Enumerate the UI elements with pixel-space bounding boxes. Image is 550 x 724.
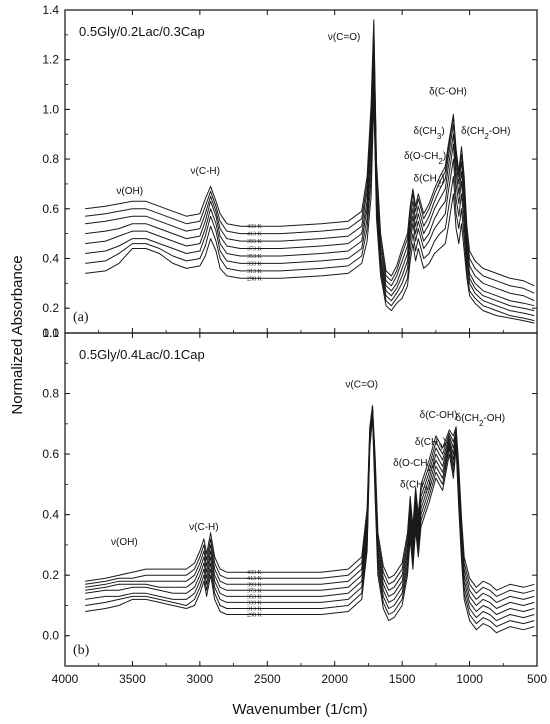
y-tick-label: 0.2 <box>42 568 59 582</box>
x-axis-label: Wavenumber (1/cm) <box>232 701 367 718</box>
y-tick-label: 0.1 <box>42 326 59 340</box>
peak-annotation: δ(CH2) <box>400 479 431 494</box>
y-axis-label: Normalized Absorbance <box>9 255 26 414</box>
peak-annotation: δ(O-CH2) <box>393 458 435 473</box>
y-tick-label: 0.6 <box>42 202 59 216</box>
series-line-413-K <box>85 24 535 294</box>
temperature-label: 333 K <box>247 261 262 267</box>
series-line-433-K <box>85 405 535 591</box>
peak-annotation: δ(C-OH) <box>429 86 467 97</box>
panel-title: 0.5Gly/0.2Lac/0.3Cap <box>79 24 205 39</box>
x-tick-label: 1000 <box>456 672 483 686</box>
temperature-label: 393 K <box>247 239 262 245</box>
y-tick-label: 1.0 <box>42 102 59 116</box>
x-tick-label: 1500 <box>389 672 416 686</box>
panel-label: (a) <box>73 310 89 325</box>
peak-annotation: δ(O-CH2) <box>404 151 446 166</box>
series-line-298-K <box>85 98 535 324</box>
series-line-353-K <box>85 54 535 312</box>
y-tick-label: 0.8 <box>42 152 59 166</box>
y-tick-label: 0.6 <box>42 447 59 461</box>
y-tick-label: 0.2 <box>42 301 59 315</box>
temperature-label: 298 K <box>247 613 262 619</box>
x-tick-label: 4000 <box>52 672 79 686</box>
x-tick-label: 2500 <box>254 672 281 686</box>
temperature-label: 353 K <box>247 254 262 260</box>
peak-annotation: ν(C-H) <box>191 166 220 177</box>
peak-annotation: δ(CH3) <box>415 437 446 452</box>
temperature-label: 373 K <box>247 247 262 253</box>
peak-annotation: ν(C-H) <box>189 522 218 533</box>
temperature-label: 433 K <box>247 570 262 576</box>
series-line-433-K <box>85 19 535 287</box>
peak-annotation: ν(C=O) <box>345 379 378 390</box>
peak-annotation: δ(CH2-OH) <box>456 413 505 428</box>
x-tick-label: 3000 <box>187 672 214 686</box>
series-line-373-K <box>85 41 535 307</box>
series-line-313-K <box>85 84 535 322</box>
y-tick-label: 0.4 <box>42 251 59 265</box>
temperature-label: 333 K <box>247 600 262 606</box>
y-tick-label: 1.2 <box>42 53 59 67</box>
peak-annotation: ν(OH) <box>111 537 138 548</box>
x-tick-label: 2000 <box>321 672 348 686</box>
y-tick-label: 0.8 <box>42 387 59 401</box>
temperature-label: 313 K <box>247 269 262 275</box>
panel-title: 0.5Gly/0.4Lac/0.1Cap <box>79 347 205 362</box>
peak-annotation: δ(CH3) <box>414 126 445 141</box>
y-tick-label: 0.4 <box>42 508 59 522</box>
temperature-label: 353 K <box>247 594 262 600</box>
x-tick-label: 500 <box>527 672 547 686</box>
temperature-label: 298 K <box>247 276 262 282</box>
panel-label: (b) <box>73 643 90 658</box>
panel-b: 0.0 0.2 0.4 0.6 0.8 1.0 4000 3500 3000 2500 2000 15… <box>42 326 547 686</box>
temperature-label: 393 K <box>247 582 262 588</box>
peak-annotation: δ(CH2-OH) <box>461 126 510 141</box>
temperature-label: 413 K <box>247 576 262 582</box>
series-line-393-K <box>85 31 535 302</box>
x-tick-label: 3500 <box>119 672 146 686</box>
peak-annotation: ν(OH) <box>116 186 143 197</box>
y-tick-label: 0.0 <box>42 629 59 643</box>
peak-annotation: δ(CH2) <box>414 173 445 188</box>
temperature-label: 413 K <box>247 232 262 238</box>
temperature-label: 313 K <box>247 606 262 612</box>
series-line-333-K <box>85 69 535 317</box>
y-tick-label: 1.0 <box>42 326 59 340</box>
temperature-label: 373 K <box>247 588 262 594</box>
peak-annotation: ν(C=O) <box>328 32 361 43</box>
peak-annotation: δ(C-OH) <box>420 410 458 421</box>
y-tick-label: 1.4 <box>42 3 59 17</box>
temperature-label: 433 K <box>247 224 262 230</box>
